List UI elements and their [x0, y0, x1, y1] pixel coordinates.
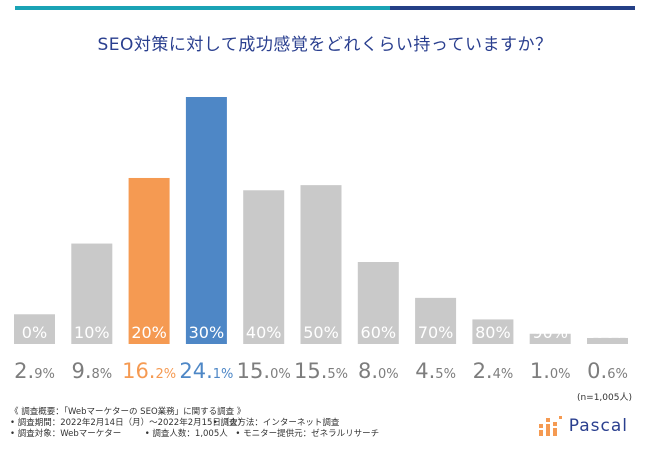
pascal-logo-text: Pascal	[568, 416, 628, 436]
top-accent-bar-navy	[390, 6, 635, 10]
pascal-logo-icon	[538, 416, 562, 436]
bar-chart: 0% 2.9% 10% 9.8% 20% 16.2% 30% 24.1% 40% 15.0% 50%…	[14, 97, 631, 383]
top-accent-bar-teal	[15, 6, 390, 10]
category-label: 0%	[22, 323, 47, 342]
value-label: 2.4%	[473, 359, 514, 383]
top-accent-bar	[15, 6, 635, 10]
survey-overview: 《 調査概要：「Webマーケターの SEO業務」に関する調査 》 • 調査期間：…	[10, 407, 379, 440]
value-label: 2.9%	[14, 359, 55, 383]
bar-40pct	[243, 190, 285, 344]
survey-method: • 調査方法：インターネット調査	[212, 418, 340, 428]
bar-70pct	[415, 297, 457, 344]
bar-80pct	[472, 319, 514, 344]
value-label: 15.5%	[294, 359, 348, 383]
category-label: 10%	[74, 323, 110, 342]
survey-count: • 調査人数：1,005人	[144, 429, 228, 439]
survey-provider: • モニター提供元：ゼネラルリサーチ	[235, 429, 380, 439]
value-label: 16.2%	[122, 359, 176, 383]
category-label: 80%	[475, 323, 511, 342]
category-label: 20%	[131, 323, 167, 342]
bar-90pct	[529, 333, 571, 344]
survey-overview-title: 《 調査概要：「Webマーケターの SEO業務」に関する調査 》	[10, 407, 246, 417]
category-label: 100%	[585, 323, 631, 342]
bar-20pct	[128, 177, 170, 344]
bar-30pct	[185, 97, 227, 344]
survey-target: • 調査対象：Webマーケター	[10, 429, 122, 439]
category-label: 50%	[303, 323, 339, 342]
chart-title: SEO対策に対して成功感覚をどれくらい持っていますか？	[97, 35, 553, 55]
pascal-logo: Pascal	[537, 414, 628, 438]
value-label: 0.6%	[587, 359, 628, 383]
survey-period: • 調査期間：2022年2月14日（月）～2022年2月15日（火）	[10, 418, 247, 428]
category-label: 40%	[246, 323, 282, 342]
bar-50pct	[300, 185, 342, 344]
category-label: 90%	[532, 323, 568, 342]
sample-size-note: (n=1,005人)	[576, 393, 632, 403]
value-label: 1.0%	[530, 359, 571, 383]
value-label: 8.0%	[358, 359, 399, 383]
bar-10pct	[71, 243, 113, 344]
category-label: 60%	[361, 323, 397, 342]
value-label: 9.8%	[71, 359, 112, 383]
bar-60pct	[357, 262, 399, 344]
value-label: 15.0%	[237, 359, 291, 383]
bar-100pct	[587, 337, 628, 344]
category-label: 30%	[189, 323, 225, 342]
value-label: 24.1%	[179, 359, 233, 383]
value-label: 4.5%	[415, 359, 456, 383]
bar-0pct	[14, 314, 55, 344]
category-label: 70%	[418, 323, 454, 342]
